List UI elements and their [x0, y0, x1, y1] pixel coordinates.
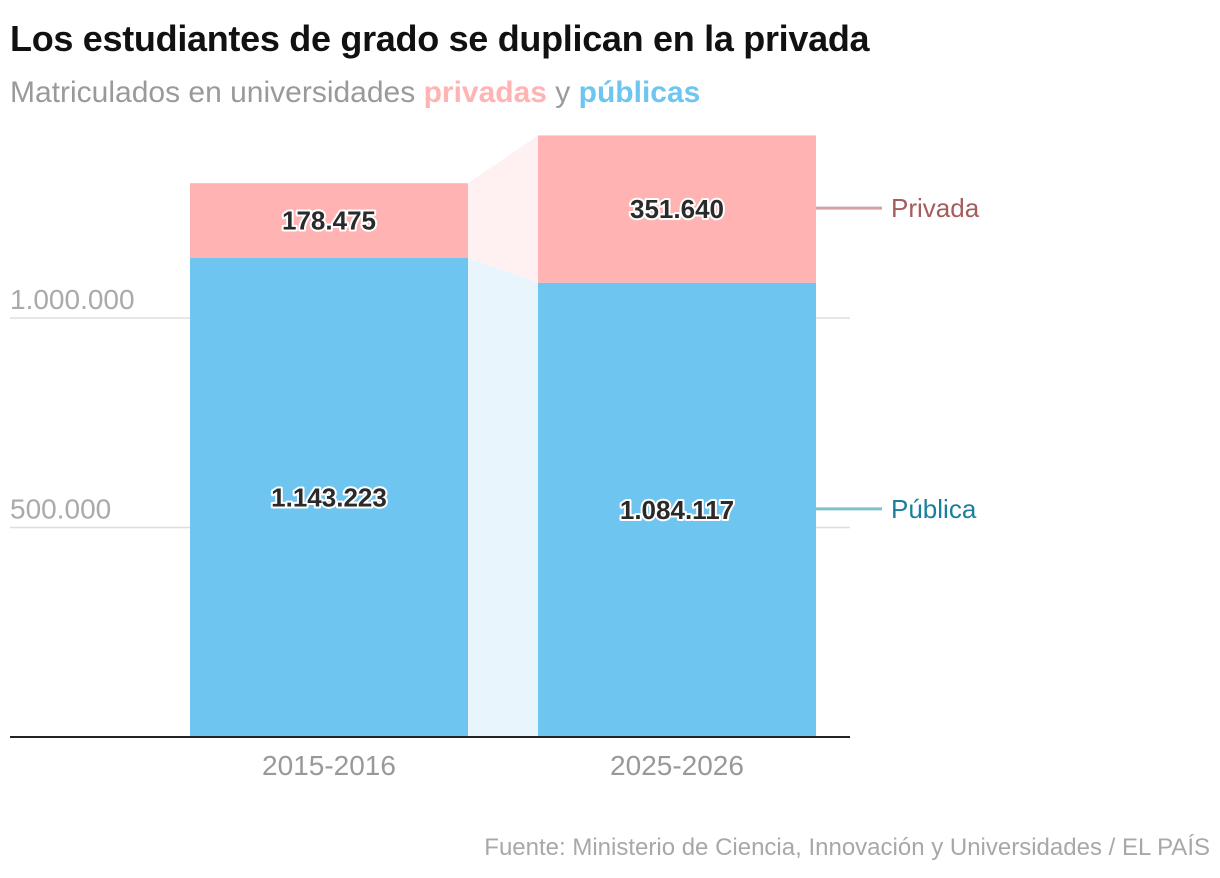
bar-publica	[190, 257, 468, 737]
x-tick-label: 2015-2016	[262, 750, 396, 781]
data-label-publica: 1.084.117	[620, 495, 734, 525]
source-note: Fuente: Ministerio de Ciencia, Innovació…	[484, 834, 1210, 861]
legend-label-privada: Privada	[891, 193, 980, 223]
y-tick-label: 500.000	[10, 494, 111, 525]
subtitle-prefix: Matriculados en universidades	[10, 76, 424, 109]
subtitle-highlight-publicas: públicas	[578, 76, 701, 109]
subtitle-highlight-privadas: privadas	[423, 76, 547, 109]
data-label-privada: 178.475	[282, 206, 376, 236]
connector-band-publica	[468, 257, 538, 737]
data-label-privada: 351.640	[630, 194, 724, 224]
legend-label-publica: Pública	[891, 494, 977, 524]
bar-privada	[190, 183, 468, 258]
x-tick-label: 2025-2026	[610, 750, 744, 781]
data-label-publica: 1.143.223	[271, 482, 387, 512]
bar-publica	[538, 282, 816, 737]
chart-title: Los estudiantes de grado se duplican en …	[10, 18, 870, 59]
connector-band-privada	[468, 135, 538, 283]
bar-privada	[538, 135, 816, 283]
subtitle-join: y	[546, 76, 579, 109]
y-tick-label: 1.000.000	[10, 284, 135, 315]
chart-subtitle: Matriculados en universidades privadas y…	[10, 76, 700, 110]
